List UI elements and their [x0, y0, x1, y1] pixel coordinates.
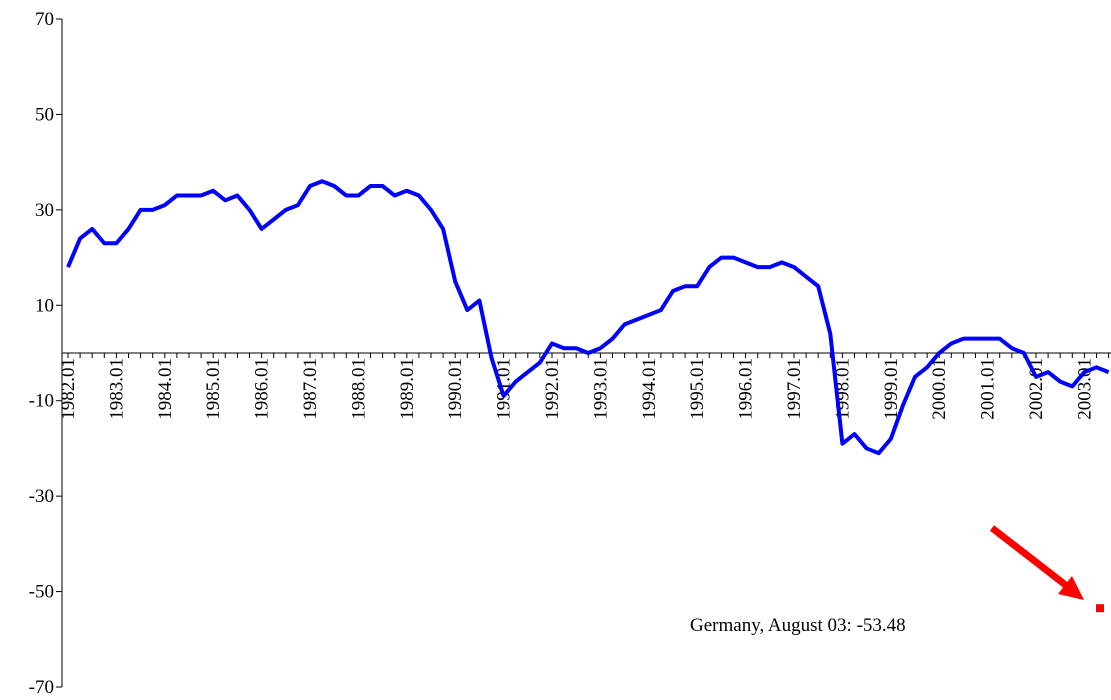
- x-tick-label: 2000.01: [929, 358, 950, 420]
- annotation-point: [1096, 604, 1104, 613]
- y-tick-label: 70: [35, 9, 54, 30]
- y-tick-label: -10: [29, 391, 54, 412]
- x-tick-label: 1994.01: [639, 358, 660, 420]
- x-tick-label: 1982.01: [58, 358, 79, 420]
- x-tick-label: 1997.01: [784, 358, 805, 420]
- x-tick-label: 1993.01: [590, 358, 611, 420]
- x-tick-label: 1992.01: [542, 358, 563, 420]
- y-tick-label: -30: [29, 486, 54, 507]
- x-tick-label: 1988.01: [348, 358, 369, 420]
- x-tick-label: 1987.01: [300, 358, 321, 420]
- y-tick-label: 10: [35, 295, 54, 316]
- x-tick-label: 1986.01: [252, 358, 273, 420]
- x-tick-label: 1983.01: [106, 358, 127, 420]
- y-tick-label: 50: [35, 104, 54, 125]
- annotation-text: Germany, August 03: -53.48: [690, 615, 906, 636]
- x-tick-label: 1995.01: [687, 358, 708, 420]
- x-tick-label: 1996.01: [736, 358, 757, 420]
- y-tick-label: 30: [35, 200, 54, 221]
- x-tick-label: 1989.01: [397, 358, 418, 420]
- y-tick-label: -50: [29, 582, 54, 603]
- x-tick-label: 1984.01: [155, 358, 176, 420]
- x-tick-label: 2003.01: [1074, 358, 1095, 420]
- annotation-arrow: [989, 525, 1075, 593]
- x-tick-label: 1999.01: [881, 358, 902, 420]
- x-tick-label: 1985.01: [203, 358, 224, 420]
- x-tick-label: 1991.01: [494, 358, 515, 420]
- y-tick-label: -70: [29, 677, 54, 698]
- annotation-arrowhead: [1058, 576, 1084, 600]
- line-series: [66, 179, 1110, 456]
- x-tick-label: 1990.01: [445, 358, 466, 420]
- x-tick-label: 2001.01: [978, 358, 999, 420]
